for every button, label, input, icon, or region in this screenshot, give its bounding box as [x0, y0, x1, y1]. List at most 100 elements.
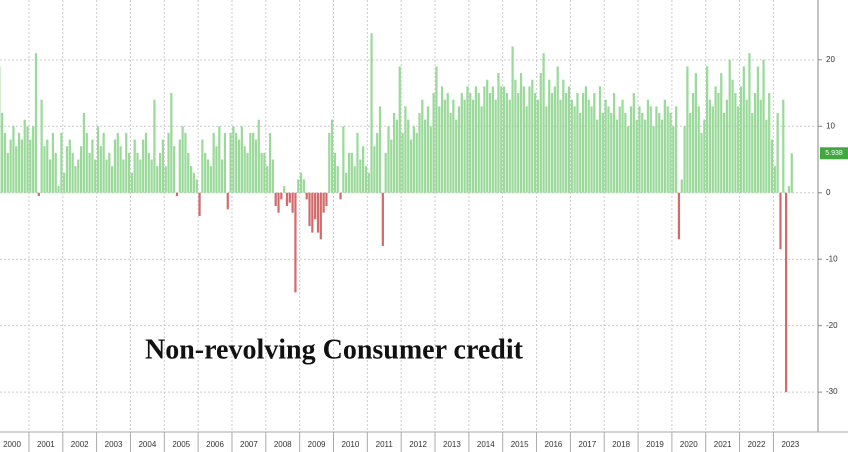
- bar: [285, 192, 289, 207]
- y-tick-label: -10: [826, 254, 838, 263]
- bar: [297, 179, 300, 193]
- bar: [666, 106, 669, 193]
- bar: [660, 119, 664, 193]
- bar: [240, 126, 243, 193]
- bar: [347, 152, 351, 193]
- bar: [362, 146, 365, 193]
- bar: [706, 66, 709, 193]
- bar: [497, 73, 500, 193]
- bar: [615, 119, 619, 193]
- bar: [63, 172, 66, 193]
- bar: [522, 86, 525, 193]
- bar: [325, 192, 328, 207]
- bar: [187, 152, 190, 193]
- bar: [663, 99, 666, 193]
- x-tick-label: 2009: [308, 440, 326, 449]
- bar: [770, 139, 774, 193]
- bar: [328, 132, 331, 193]
- bar: [390, 139, 393, 193]
- bar: [142, 139, 145, 193]
- bar: [367, 172, 370, 193]
- bar: [15, 146, 18, 193]
- bar: [440, 86, 444, 193]
- bar: [398, 66, 401, 193]
- x-tick-label: 2011: [376, 440, 394, 449]
- bar: [474, 86, 478, 193]
- bar: [646, 99, 650, 193]
- bar: [119, 146, 122, 193]
- bar: [471, 99, 475, 193]
- bar: [280, 192, 283, 200]
- bar: [223, 132, 227, 193]
- bar: [9, 139, 12, 193]
- bar: [29, 139, 32, 193]
- bar: [350, 152, 353, 193]
- bar: [178, 139, 181, 193]
- bar: [644, 119, 647, 193]
- x-tick-label: 2007: [240, 440, 258, 449]
- bar: [576, 93, 579, 193]
- x-tick-label: 2010: [342, 440, 360, 449]
- bar: [787, 186, 791, 193]
- bar: [373, 146, 376, 193]
- bar: [457, 106, 461, 193]
- bar: [703, 119, 706, 193]
- bar: [277, 192, 280, 213]
- chart-title: Non-revolving Consumer credit: [145, 334, 524, 365]
- bar: [632, 93, 635, 193]
- bar: [753, 93, 757, 193]
- bar: [432, 93, 435, 193]
- bar: [697, 106, 700, 193]
- bar: [562, 79, 565, 193]
- bar: [254, 139, 258, 193]
- bar: [206, 159, 210, 193]
- bar: [246, 152, 249, 193]
- bar: [449, 112, 452, 193]
- bar: [339, 192, 342, 200]
- bar: [167, 132, 170, 193]
- x-tick-label: 2022: [748, 440, 766, 449]
- bar: [739, 86, 743, 193]
- bar: [756, 66, 760, 193]
- bar: [147, 152, 150, 193]
- bar: [294, 192, 297, 293]
- bar: [175, 192, 179, 197]
- bar: [517, 93, 520, 193]
- bar: [232, 126, 235, 193]
- bar: [322, 192, 325, 213]
- bar: [500, 86, 503, 193]
- bar: [768, 93, 771, 193]
- bar: [164, 166, 167, 193]
- bar: [581, 93, 585, 193]
- bar: [734, 93, 737, 193]
- bar: [503, 86, 506, 193]
- bar: [198, 192, 201, 216]
- bar: [694, 73, 697, 193]
- bar: [144, 132, 148, 193]
- bar: [226, 192, 229, 210]
- bar: [274, 192, 277, 207]
- bar: [722, 112, 726, 193]
- bar: [737, 106, 740, 193]
- bar: [550, 93, 554, 193]
- bar: [424, 119, 427, 193]
- bar: [316, 192, 320, 233]
- bar: [525, 106, 528, 193]
- bar: [519, 73, 523, 193]
- x-tick-label: 2012: [409, 440, 427, 449]
- bar: [604, 99, 607, 193]
- bar: [584, 86, 587, 193]
- x-tick-label: 2008: [274, 440, 292, 449]
- bar: [204, 152, 207, 193]
- bar: [263, 152, 266, 193]
- bar: [765, 119, 768, 193]
- x-tick-label: 2013: [443, 440, 461, 449]
- bar: [136, 152, 139, 193]
- bar: [731, 79, 734, 193]
- bar: [672, 126, 675, 193]
- bar: [418, 112, 421, 193]
- bar: [641, 112, 644, 193]
- bar: [249, 132, 252, 193]
- bar: [94, 159, 97, 193]
- bar: [452, 99, 455, 193]
